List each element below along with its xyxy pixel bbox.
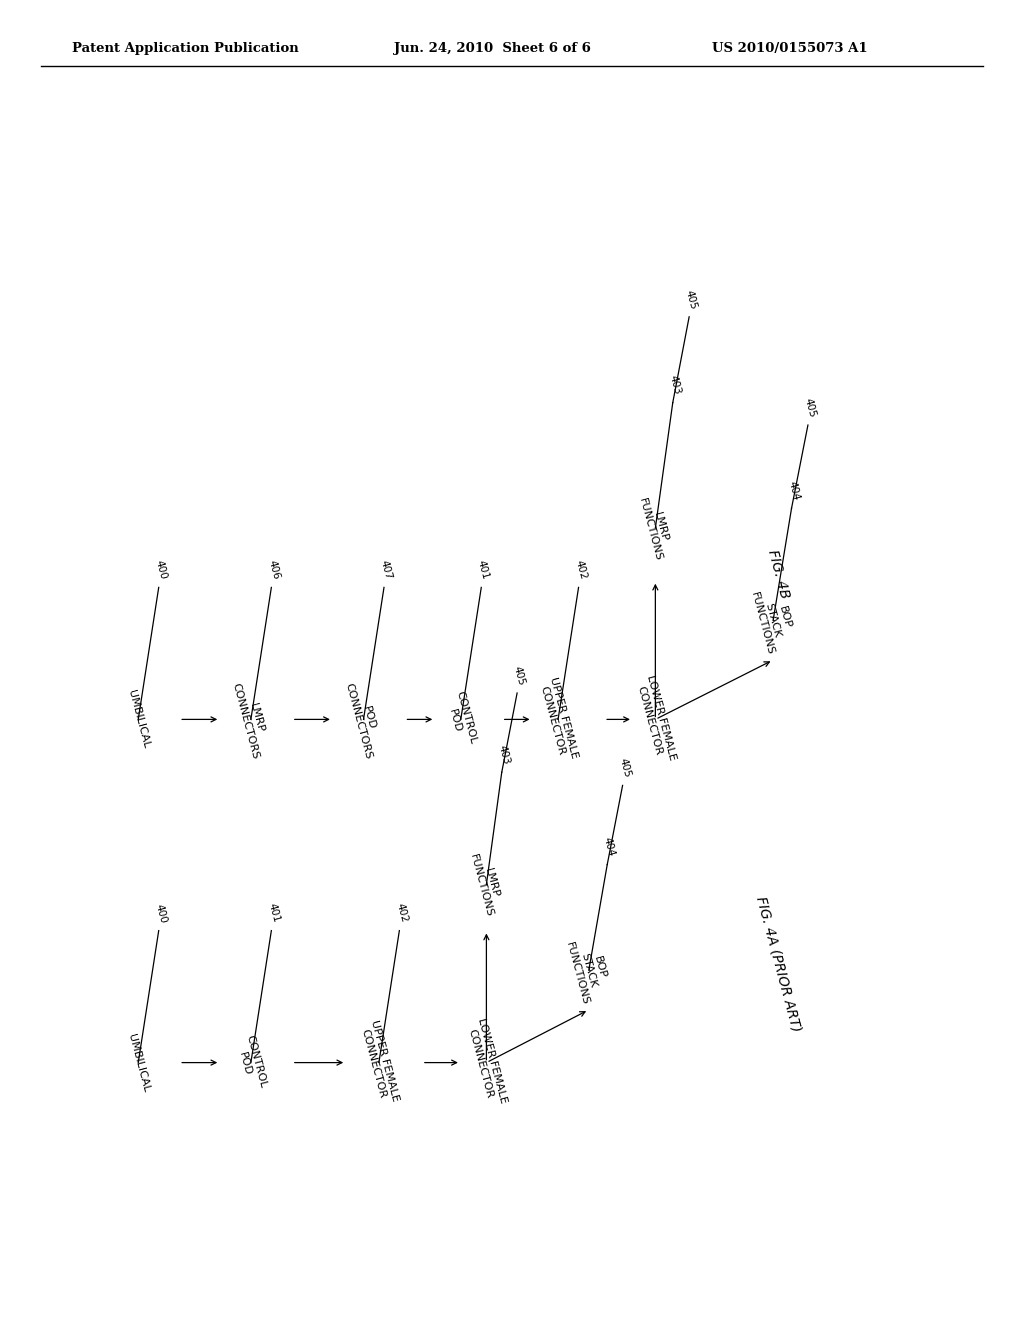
Text: LOWER FEMALE
CONNECTOR: LOWER FEMALE CONNECTOR xyxy=(465,1018,508,1107)
Text: BOP
STACK
FUNCTIONS: BOP STACK FUNCTIONS xyxy=(749,585,798,656)
Text: 405: 405 xyxy=(512,665,526,686)
Text: UPPER FEMALE
CONNECTOR: UPPER FEMALE CONNECTOR xyxy=(537,676,580,763)
Text: CONTROL
POD: CONTROL POD xyxy=(233,1034,268,1092)
Text: US 2010/0155073 A1: US 2010/0155073 A1 xyxy=(712,42,867,55)
Text: Patent Application Publication: Patent Application Publication xyxy=(72,42,298,55)
Text: 403: 403 xyxy=(668,375,682,396)
Text: CONTROL
POD: CONTROL POD xyxy=(443,690,478,748)
Text: LMRP
FUNCTIONS: LMRP FUNCTIONS xyxy=(637,494,674,562)
Text: UPPER FEMALE
CONNECTOR: UPPER FEMALE CONNECTOR xyxy=(357,1019,400,1106)
Text: 401: 401 xyxy=(476,560,490,581)
Text: 404: 404 xyxy=(786,480,801,502)
Text: UMBILICAL: UMBILICAL xyxy=(126,689,151,750)
Text: FIG. 4A (PRIOR ART): FIG. 4A (PRIOR ART) xyxy=(754,894,803,1034)
Text: 401: 401 xyxy=(266,903,281,924)
Text: 405: 405 xyxy=(803,397,817,418)
Text: LMRP
FUNCTIONS: LMRP FUNCTIONS xyxy=(468,850,505,919)
Text: LOWER FEMALE
CONNECTOR: LOWER FEMALE CONNECTOR xyxy=(634,675,677,764)
Text: 404: 404 xyxy=(602,837,616,858)
Text: UMBILICAL: UMBILICAL xyxy=(126,1032,151,1093)
Text: 405: 405 xyxy=(684,289,698,310)
Text: 400: 400 xyxy=(154,560,168,581)
Text: POD
CONNECTORS: POD CONNECTORS xyxy=(343,678,384,760)
Text: BOP
STACK
FUNCTIONS: BOP STACK FUNCTIONS xyxy=(564,935,613,1006)
Text: 407: 407 xyxy=(379,560,393,581)
Text: 402: 402 xyxy=(394,903,409,924)
Text: Jun. 24, 2010  Sheet 6 of 6: Jun. 24, 2010 Sheet 6 of 6 xyxy=(394,42,591,55)
Text: LMRP
CONNECTORS: LMRP CONNECTORS xyxy=(230,678,271,760)
Text: 405: 405 xyxy=(617,758,632,779)
Text: 400: 400 xyxy=(154,903,168,924)
Text: 403: 403 xyxy=(497,744,511,766)
Text: FIG. 4B: FIG. 4B xyxy=(765,548,792,601)
Text: 402: 402 xyxy=(573,560,588,581)
Text: 406: 406 xyxy=(266,560,281,581)
